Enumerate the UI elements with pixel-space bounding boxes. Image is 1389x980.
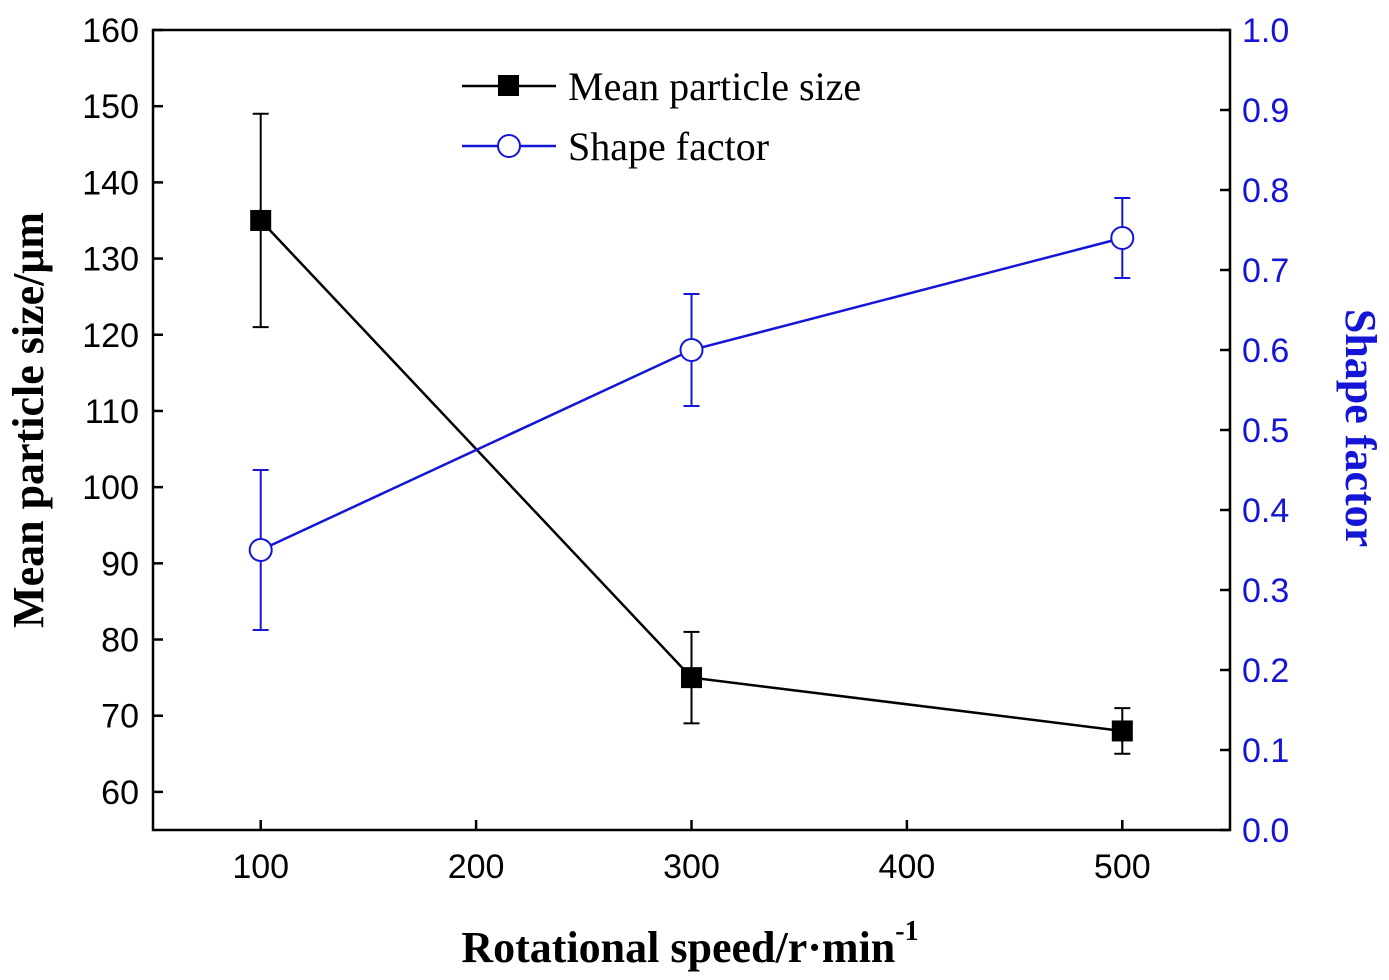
left-tick-label: 160 (82, 12, 139, 50)
left-tick-label: 150 (82, 88, 139, 126)
x-axis-title: Rotational speed/r·min-1 (461, 916, 918, 972)
legend-marker-mean-particle-size (498, 75, 519, 96)
legend-label-shape-factor: Shape factor (568, 124, 769, 169)
x-axis-title-main: Rotational speed/r·min (461, 923, 895, 972)
right-tick-label: 0.0 (1242, 812, 1289, 850)
right-tick-label: 0.4 (1242, 492, 1289, 530)
right-tick-label: 0.9 (1242, 92, 1289, 130)
data-point-mean-particle-size (1111, 720, 1133, 742)
legend-marker-shape-factor (497, 134, 521, 158)
x-axis-title-superscript: -1 (895, 916, 918, 947)
data-point-shape-factor (679, 338, 704, 362)
data-point-shape-factor (1110, 226, 1135, 250)
left-tick-label: 130 (82, 241, 139, 279)
x-tick-label: 500 (1094, 848, 1151, 886)
left-tick-label: 90 (101, 545, 139, 583)
right-tick-label: 0.1 (1242, 732, 1289, 770)
right-tick-label: 0.8 (1242, 172, 1289, 210)
right-tick-label: 0.2 (1242, 652, 1289, 690)
data-point-shape-factor (248, 538, 273, 562)
legend-label-mean-particle-size: Mean particle size (568, 64, 861, 109)
x-tick-label: 100 (232, 848, 289, 886)
left-axis-title: Mean particle size/μm (4, 212, 53, 628)
left-tick-label: 120 (82, 317, 139, 355)
right-axis-title: Shape factor (1336, 309, 1385, 547)
left-axis: 60 70 80 90 100 110 120 130 140 150 160 (82, 12, 163, 812)
right-tick-label: 1.0 (1242, 12, 1289, 50)
left-tick-label: 60 (101, 774, 139, 812)
right-tick-label: 0.3 (1242, 572, 1289, 610)
legend: Mean particle size Shape factor (462, 64, 861, 169)
data-point-mean-particle-size (250, 209, 272, 231)
left-tick-label: 100 (82, 469, 139, 507)
left-tick-label: 70 (101, 698, 139, 736)
right-tick-label: 0.5 (1242, 412, 1289, 450)
right-axis: 0.0 0.1 0.2 0.3 0.4 0.5 0.6 0.7 0.8 0.9 1.0 (1220, 12, 1289, 850)
x-tick-label: 200 (448, 848, 505, 886)
x-axis: 100 200 300 400 500 (232, 820, 1151, 886)
right-tick-label: 0.7 (1242, 252, 1289, 290)
right-tick-label: 0.6 (1242, 332, 1289, 370)
left-tick-label: 110 (85, 393, 139, 431)
data-point-mean-particle-size (681, 667, 702, 689)
x-tick-label: 300 (663, 848, 720, 886)
series-layer (248, 112, 1135, 755)
left-tick-label: 80 (101, 622, 139, 660)
left-tick-label: 140 (82, 164, 139, 202)
x-tick-label: 400 (879, 848, 936, 886)
